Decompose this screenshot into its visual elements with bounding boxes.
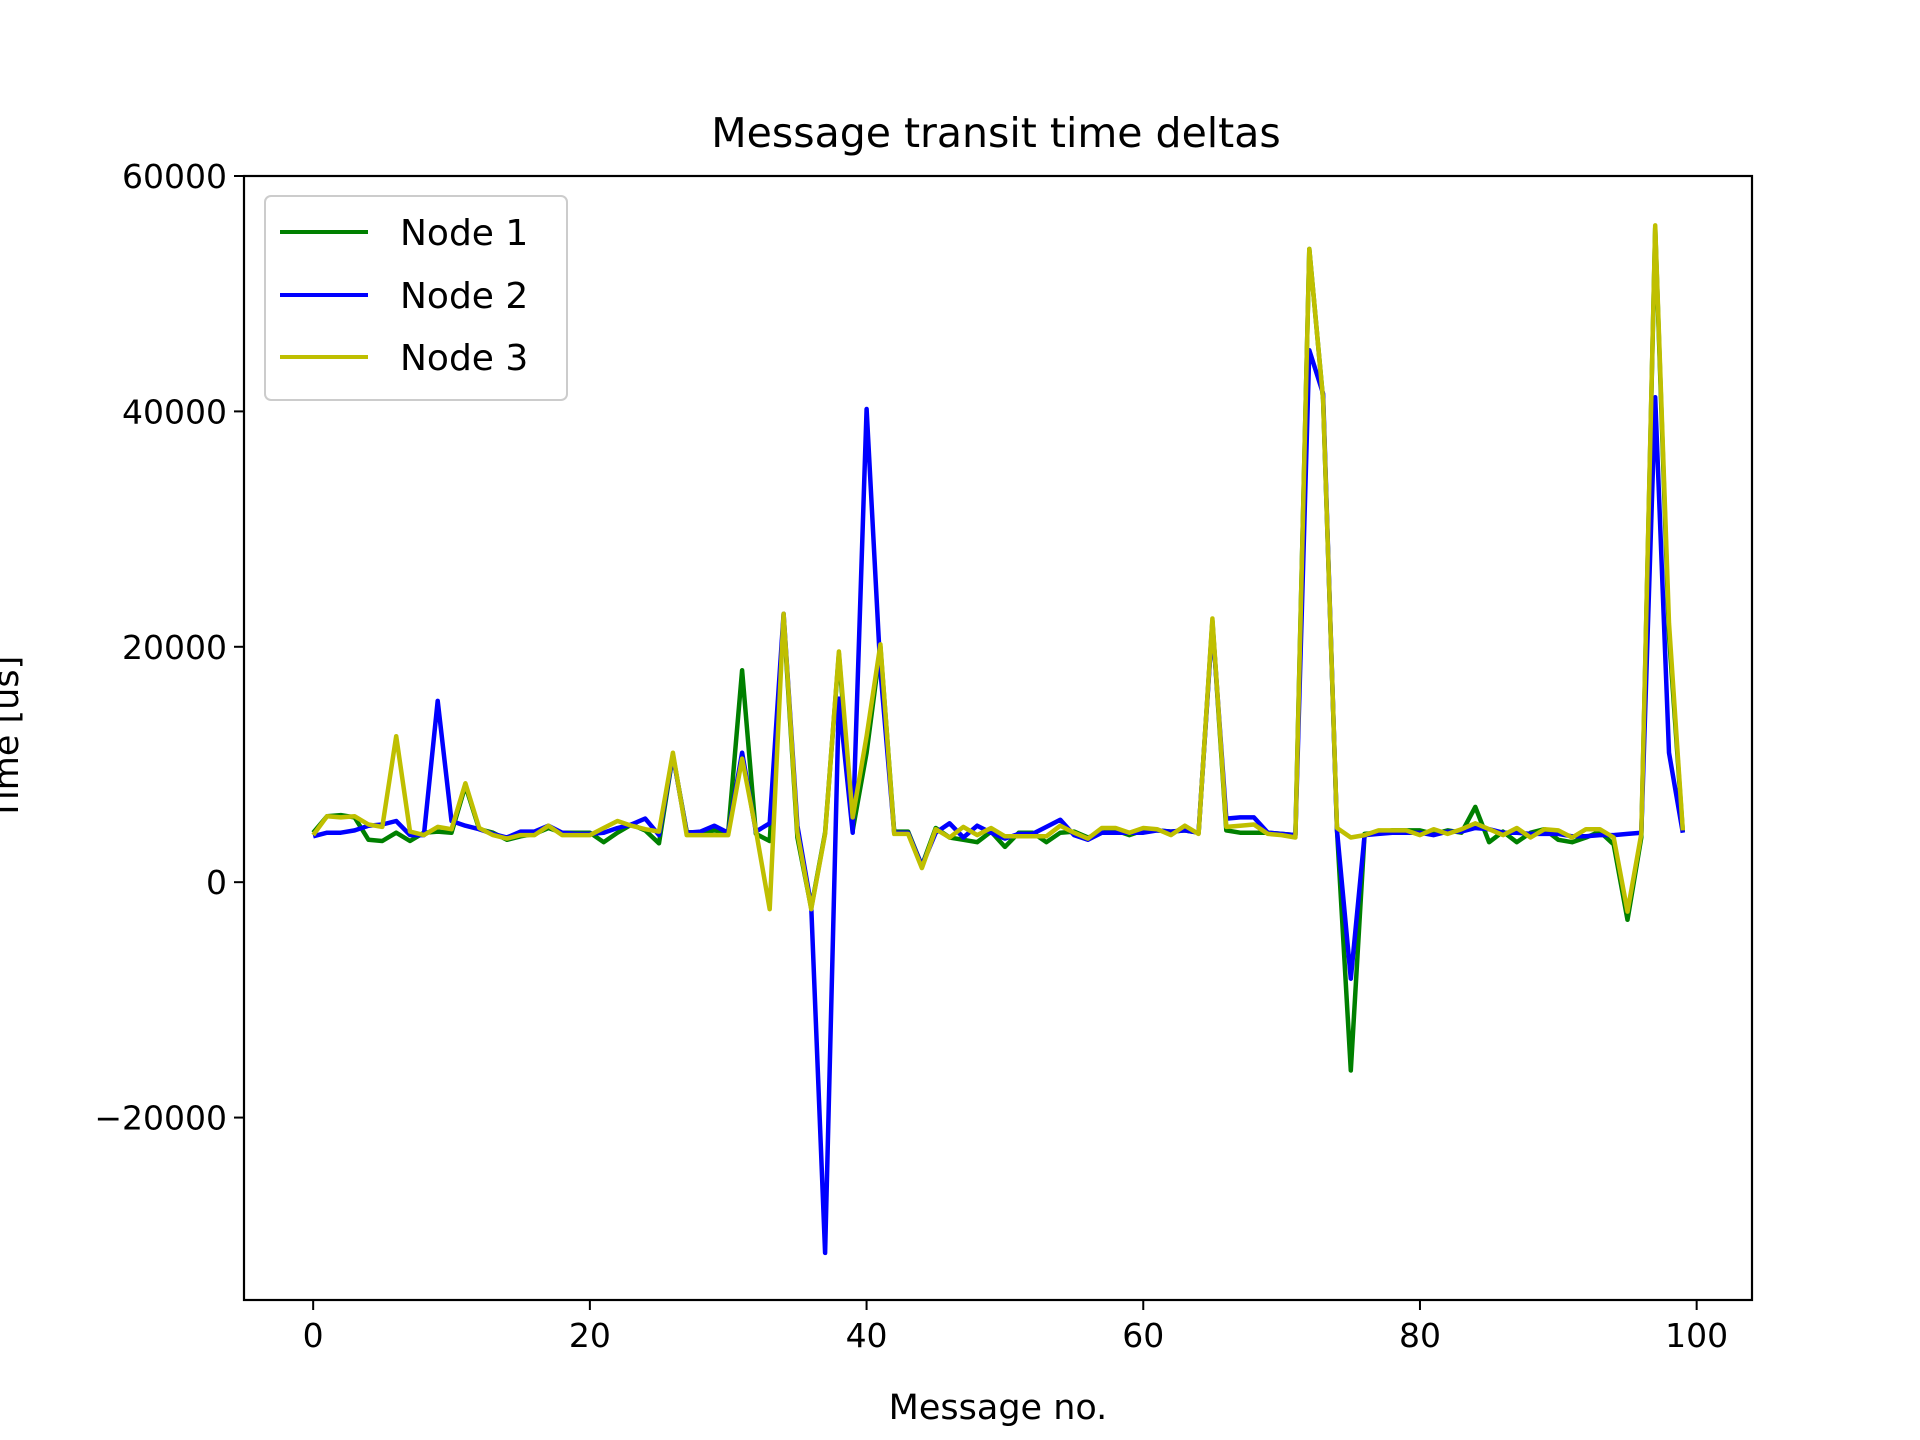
x-tick-label: 20 xyxy=(569,1316,611,1355)
x-tick-label: 80 xyxy=(1399,1316,1441,1355)
x-tick-label: 100 xyxy=(1665,1316,1728,1355)
x-tick-label: 60 xyxy=(1122,1316,1164,1355)
x-tick-label: 0 xyxy=(303,1316,324,1355)
legend-label-node-3: Node 3 xyxy=(400,338,528,379)
legend-label-node-1: Node 1 xyxy=(400,213,528,254)
series-line-node-3 xyxy=(311,223,1686,914)
y-tick-label: 0 xyxy=(206,863,227,902)
y-axis-label: Time [us] xyxy=(0,656,27,822)
chart-title: Message transit time deltas xyxy=(711,109,1281,157)
legend-frame xyxy=(264,195,568,401)
plot-frame xyxy=(242,174,1754,1302)
series-layer xyxy=(311,223,1686,1256)
y-tick-label: 20000 xyxy=(122,628,227,667)
x-axis: 0 20 40 60 80 100 xyxy=(303,1300,1728,1355)
y-axis: −20000 0 20000 40000 60000 xyxy=(94,157,244,1138)
y-tick-label: −20000 xyxy=(94,1099,227,1138)
legend-label-node-2: Node 2 xyxy=(400,276,528,317)
legend: Node 1 Node 2 Node 3 xyxy=(264,195,568,401)
x-tick-label: 40 xyxy=(846,1316,888,1355)
y-tick-label: 60000 xyxy=(122,157,227,196)
x-axis-label: Message no. xyxy=(889,1388,1108,1428)
y-tick-label: 40000 xyxy=(122,392,227,431)
